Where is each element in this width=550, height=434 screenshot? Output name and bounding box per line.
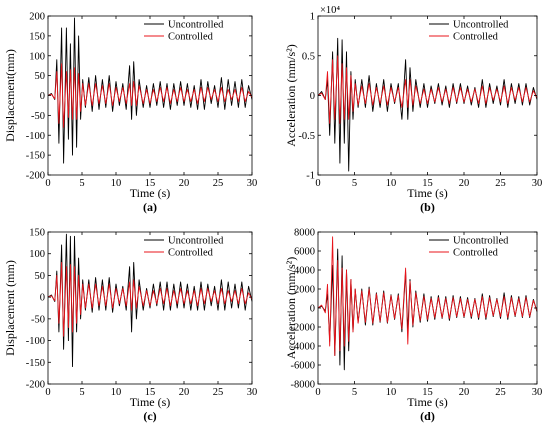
legend-label-uncontrolled: Uncontrolled	[453, 236, 509, 247]
x-axis-label: Time (s)	[407, 395, 448, 409]
y-tick-label: 50	[35, 71, 46, 82]
y-tick-label: 150	[29, 31, 45, 42]
y-tick-label: 0	[40, 293, 45, 304]
y-tick-label: -100	[26, 131, 45, 142]
x-tick-label: 25	[495, 178, 506, 189]
y-tick-label: 2000	[294, 285, 315, 296]
y-tick-label: 150	[29, 228, 45, 239]
y-tick-label: 0	[310, 91, 315, 102]
x-tick-label: 15	[422, 178, 433, 189]
x-tick-label: 15	[145, 178, 156, 189]
x-tick-label: 5	[352, 178, 357, 189]
y-tick-label: 8000	[294, 228, 315, 239]
x-tick-label: 0	[315, 178, 320, 189]
series-line-uncontrolled	[47, 17, 253, 164]
y-tick-label: 0.5	[302, 51, 315, 62]
y-tick-label: -4000	[291, 342, 316, 353]
y-tick-label: -50	[31, 111, 45, 122]
y-tick-label: 50	[35, 271, 46, 282]
chart-panel-d: 0 5 10 15 20 25 30 8000 6000 4000 2000 0 -2000 -4000 -…	[284, 228, 542, 424]
x-axis-label: Time (s)	[407, 186, 448, 200]
y-tick-label: -100	[26, 336, 45, 347]
legend-label-controlled: Controlled	[168, 248, 214, 259]
y-tick-label: -2000	[291, 323, 316, 334]
chart-panel-c: 0 5 10 15 20 25 30 150 100 50 0 -50 -100 -150 -200 Time…	[3, 228, 257, 424]
y-tick-label: 100	[29, 249, 45, 260]
y-tick-label: -6000	[291, 361, 316, 372]
y-tick-label: 100	[29, 51, 45, 62]
x-tick-label: 0	[45, 178, 50, 189]
y-tick-label: -150	[26, 151, 45, 162]
x-tick-label: 20	[179, 178, 190, 189]
y-tick-label: 6000	[294, 247, 315, 258]
x-tick-label: 5	[79, 387, 84, 398]
x-tick-label: 0	[45, 387, 50, 398]
legend-label-controlled: Controlled	[453, 248, 499, 259]
x-tick-label: 15	[422, 387, 433, 398]
x-tick-label: 30	[247, 178, 258, 189]
legend-label-uncontrolled: Uncontrolled	[168, 236, 224, 247]
y-tick-label: -200	[26, 380, 45, 391]
y-axis-label: Displacement (mm)	[3, 260, 17, 356]
x-tick-label: 20	[179, 387, 190, 398]
chart-panel-a: 0 5 10 15 20 25 30 200 150 100 50 0 -50 -100 -150 -200 T…	[3, 12, 257, 215]
x-tick-label: 20	[459, 178, 470, 189]
x-tick-label: 25	[495, 387, 506, 398]
y-tick-label: 200	[29, 12, 45, 23]
y-tick-label: -50	[31, 314, 45, 325]
x-tick-label: 0	[315, 387, 320, 398]
x-axis-label: Time (s)	[130, 186, 171, 200]
y-tick-label: -0.5	[298, 131, 315, 142]
x-tick-label: 20	[459, 387, 470, 398]
x-tick-label: 10	[111, 387, 122, 398]
panel-caption: (b)	[420, 200, 435, 214]
x-tick-label: 25	[213, 178, 224, 189]
series-line-uncontrolled	[317, 37, 538, 172]
y-tick-label: -150	[26, 358, 45, 369]
y-tick-label: 4000	[294, 266, 315, 277]
chart-panel-b: 0 5 10 15 20 25 30 1 0.5 0 -0.5 -1 ×10⁴ Time (s) Accel…	[284, 5, 542, 214]
x-tick-label: 10	[386, 178, 397, 189]
series-line-uncontrolled	[317, 248, 538, 371]
legend-label-controlled: Controlled	[168, 32, 214, 43]
y-axis-label: Displacement(mm)	[3, 49, 17, 142]
panel-caption: (a)	[143, 200, 157, 214]
y-multiplier: ×10⁴	[320, 5, 340, 16]
y-axis-label: Acceleration (mm/s²)	[284, 44, 298, 147]
series-line-controlled	[317, 236, 538, 356]
y-tick-label: -8000	[291, 380, 316, 391]
series-line-uncontrolled	[47, 233, 253, 368]
y-tick-label: -1	[306, 171, 315, 182]
plot-frame	[317, 15, 538, 176]
legend-label-uncontrolled: Uncontrolled	[168, 20, 224, 31]
y-tick-label: 0	[40, 91, 45, 102]
plot-frame	[317, 231, 538, 385]
x-tick-label: 30	[532, 178, 543, 189]
series-line-controlled	[317, 55, 538, 124]
legend-label-controlled: Controlled	[453, 32, 499, 43]
y-tick-label: 1	[310, 12, 315, 23]
x-tick-label: 10	[386, 387, 397, 398]
y-axis-label: Acceleration (mm/s²)	[284, 257, 298, 360]
x-tick-label: 25	[213, 387, 224, 398]
x-tick-label: 15	[145, 387, 156, 398]
series-line-controlled	[47, 63, 253, 128]
x-tick-label: 5	[352, 387, 357, 398]
x-tick-label: 30	[532, 387, 543, 398]
panel-caption: (c)	[143, 409, 156, 423]
x-axis-label: Time (s)	[130, 395, 171, 409]
panel-caption: (d)	[420, 409, 435, 423]
x-tick-label: 30	[247, 387, 258, 398]
legend-label-uncontrolled: Uncontrolled	[453, 20, 509, 31]
series-line-controlled	[47, 261, 253, 337]
x-tick-label: 5	[79, 178, 84, 189]
x-tick-label: 10	[111, 178, 122, 189]
y-tick-label: 0	[310, 304, 315, 315]
y-tick-label: -200	[26, 171, 45, 182]
